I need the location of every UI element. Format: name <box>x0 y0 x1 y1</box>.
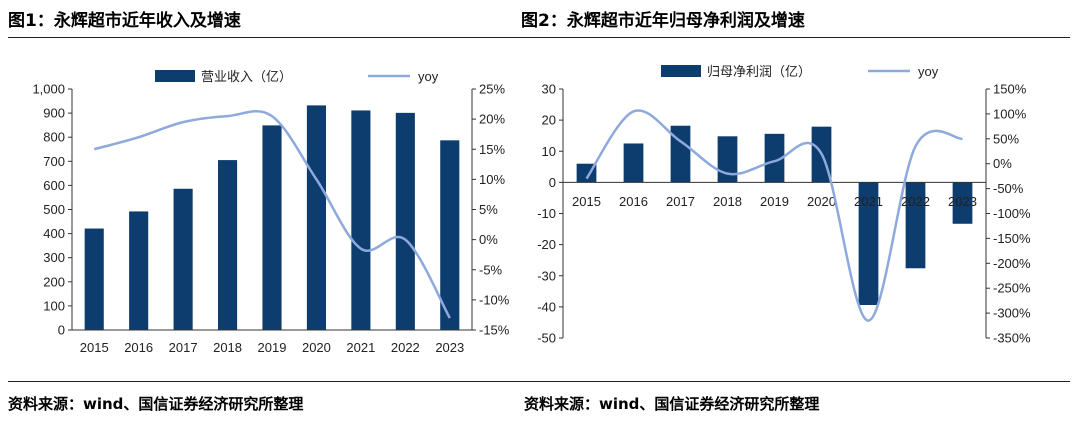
yoy-line <box>585 109 963 322</box>
left-axis-tick-label: 400 <box>43 226 65 241</box>
right-axis-tick-label: -250% <box>993 281 1031 296</box>
category-label-2021: 2021 <box>854 194 883 209</box>
category-label-2019: 2019 <box>258 340 287 355</box>
left-axis-tick-label: -10 <box>537 206 556 221</box>
bar-2023 <box>440 140 460 330</box>
legend-bar-swatch <box>661 65 701 77</box>
right-axis-tick-label: -200% <box>993 256 1031 271</box>
category-label-2023: 2023 <box>435 340 464 355</box>
left-axis-tick-label: 1,000 <box>32 82 65 97</box>
right-axis-tick-label: 5% <box>479 202 498 217</box>
category-label-2019: 2019 <box>760 194 789 209</box>
right-axis-tick-label: -300% <box>993 306 1031 321</box>
left-axis-tick-label: 0 <box>549 175 556 190</box>
bar-2016 <box>129 211 149 330</box>
bar-2018 <box>717 136 738 183</box>
right-axis-tick-label: 10% <box>479 172 505 187</box>
category-label-2017: 2017 <box>666 194 695 209</box>
top-rule <box>8 37 1070 38</box>
category-label-2022: 2022 <box>391 340 420 355</box>
category-label-2022: 2022 <box>901 194 930 209</box>
right-axis-tick-label: -100% <box>993 206 1031 221</box>
bar-2021 <box>351 110 371 330</box>
bar-2015 <box>84 228 104 330</box>
bar-2023 <box>952 182 973 224</box>
left-axis-tick-label: 300 <box>43 250 65 265</box>
bar-2022 <box>905 182 926 269</box>
right-axis-tick-label: 20% <box>479 112 505 127</box>
bottom-rule <box>8 381 1070 382</box>
left-axis-tick-label: -20 <box>537 237 556 252</box>
category-label-2018: 2018 <box>213 340 242 355</box>
left-axis-tick-label: 600 <box>43 178 65 193</box>
right-axis-tick-label: 15% <box>479 142 505 157</box>
legend-bar-label: 归母净利润（亿） <box>707 64 811 79</box>
left-axis-tick-label: -40 <box>537 299 556 314</box>
bar-2019 <box>764 133 785 183</box>
left-axis-tick-label: 20 <box>542 113 556 128</box>
figure-2-title: 图2：永辉超市近年归母净利润及增速 <box>521 11 805 31</box>
category-label-2021: 2021 <box>346 340 375 355</box>
legend-line-label: yoy <box>918 64 939 79</box>
left-axis-tick-label: 500 <box>43 202 65 217</box>
left-axis-tick-label: 0 <box>58 323 65 338</box>
right-axis-tick-label: 0% <box>479 232 498 247</box>
right-axis-tick-label: 150% <box>993 82 1027 97</box>
category-label-2020: 2020 <box>807 194 836 209</box>
right-axis-tick-label: -10% <box>479 292 510 307</box>
right-axis-tick-label: 25% <box>479 82 505 97</box>
legend-bar-label: 营业收入（亿） <box>201 69 292 84</box>
left-axis-tick-label: 30 <box>542 82 556 97</box>
category-label-2015: 2015 <box>80 340 109 355</box>
bar-2017 <box>670 125 691 183</box>
left-axis-tick-label: 100 <box>43 298 65 313</box>
right-axis-tick-label: -150% <box>993 231 1031 246</box>
bar-2020 <box>306 105 326 330</box>
right-axis-tick-label: 100% <box>993 106 1027 121</box>
bar-2021 <box>858 182 879 306</box>
left-axis-tick-label: 200 <box>43 274 65 289</box>
category-label-2023: 2023 <box>948 194 977 209</box>
left-axis-tick-label: 10 <box>542 144 556 159</box>
left-axis-tick-label: 800 <box>43 130 65 145</box>
bar-2016 <box>623 143 644 183</box>
right-axis-tick-label: -15% <box>479 323 510 338</box>
right-axis-tick-label: -5% <box>479 262 503 277</box>
left-axis-tick-label: 900 <box>43 106 65 121</box>
category-label-2016: 2016 <box>124 340 153 355</box>
left-axis-tick-label: -50 <box>537 331 556 346</box>
bar-2022 <box>395 112 415 330</box>
figure-1-source: 资料来源：wind、国信证券经济研究所整理 <box>8 395 304 413</box>
category-label-2017: 2017 <box>169 340 198 355</box>
right-axis-tick-label: 50% <box>993 131 1019 146</box>
right-axis-tick-label: 0% <box>993 156 1012 171</box>
bar-2017 <box>173 188 193 330</box>
right-axis-tick-label: -350% <box>993 331 1031 346</box>
left-axis-tick-label: 700 <box>43 154 65 169</box>
right-axis-tick-label: -50% <box>993 181 1024 196</box>
bar-2019 <box>262 125 282 331</box>
legend-line-label: yoy <box>418 69 439 84</box>
category-label-2018: 2018 <box>713 194 742 209</box>
category-label-2015: 2015 <box>572 194 601 209</box>
legend-bar-swatch <box>155 70 195 82</box>
yoy-line <box>93 109 451 319</box>
figure-1-title: 图1：永辉超市近年收入及增速 <box>8 11 241 31</box>
bar-2018 <box>218 160 238 330</box>
category-label-2016: 2016 <box>619 194 648 209</box>
left-axis-tick-label: -30 <box>537 268 556 283</box>
figure-2-source: 资料来源：wind、国信证券经济研究所整理 <box>524 395 820 413</box>
category-label-2020: 2020 <box>302 340 331 355</box>
